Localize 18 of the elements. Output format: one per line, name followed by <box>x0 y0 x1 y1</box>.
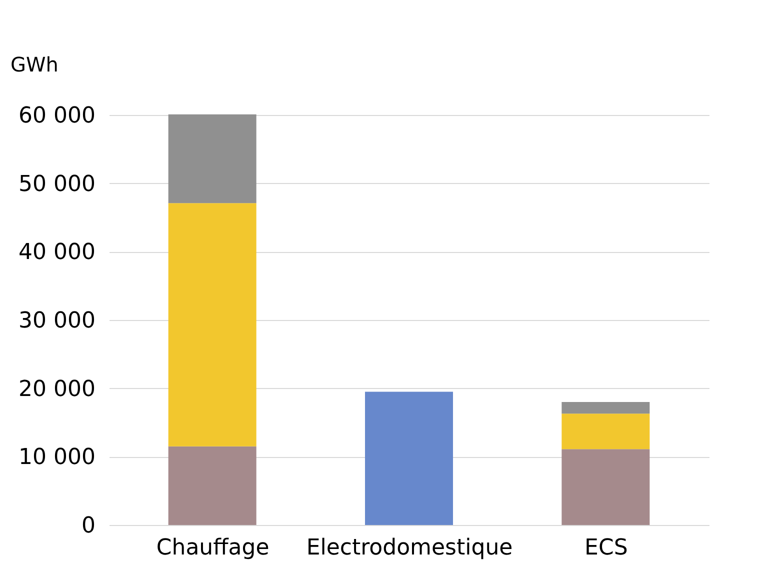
y-tick-label: 10 000 <box>18 445 96 470</box>
y-tick-label: 0 <box>82 514 96 538</box>
x-tick-label: Electrodomestique <box>306 536 513 560</box>
y-tick-label: 20 000 <box>18 376 96 402</box>
bar <box>168 446 256 525</box>
bar <box>168 203 256 446</box>
y-tick-label: 60 000 <box>18 104 96 128</box>
bar <box>365 392 453 525</box>
x-tick-label: ECS <box>584 536 628 560</box>
bar <box>168 114 256 204</box>
bar <box>562 449 650 525</box>
bar <box>562 402 650 414</box>
bar <box>562 414 650 450</box>
y-tick-label: 50 000 <box>18 172 96 197</box>
y-tick-label: 40 000 <box>18 240 96 266</box>
y-axis-title: GWh <box>10 52 58 76</box>
y-tick-label: 30 000 <box>18 308 96 334</box>
x-tick-label: Chauffage <box>156 536 270 560</box>
